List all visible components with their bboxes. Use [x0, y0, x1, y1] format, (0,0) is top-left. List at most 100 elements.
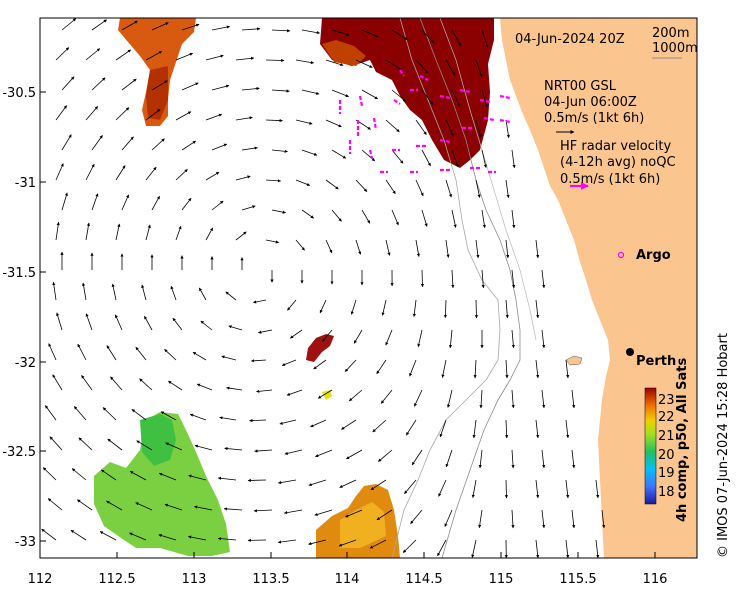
current-vector [405, 419, 417, 436]
current-vector [481, 89, 488, 108]
credit-label: © IMOS 07-Jun-2024 15:28 Hobart [716, 333, 731, 558]
current-vector [385, 59, 402, 71]
current-vector [535, 239, 540, 259]
current-vector [535, 419, 540, 439]
current-vector [61, 18, 77, 31]
current-vector [481, 209, 486, 229]
current-vector [481, 29, 489, 48]
isobath-1000m [391, 18, 501, 558]
current-vector [325, 179, 339, 190]
current-vector [121, 20, 138, 31]
hf-radar-vector [439, 94, 451, 100]
current-vector [325, 59, 344, 67]
current-vector [511, 149, 516, 169]
hf-radar-vector [399, 69, 405, 77]
current-vector [91, 77, 106, 91]
current-vector [115, 223, 121, 241]
x-tick-label: 113 [182, 572, 207, 587]
y-tick-label: -31.5 [2, 266, 36, 281]
current-vector [353, 329, 363, 344]
current-vector [295, 59, 315, 65]
current-vector [421, 149, 431, 167]
current-vector [511, 449, 515, 469]
current-vector [121, 78, 137, 91]
hf-radar-vector [393, 99, 401, 105]
current-vector [47, 498, 63, 511]
current-vector [325, 119, 342, 128]
current-vector [265, 179, 282, 183]
current-vector [55, 105, 68, 121]
current-vector [301, 209, 314, 219]
radar-subtitle: (4-12h avg) noQC [560, 155, 676, 170]
current-vector [52, 281, 57, 301]
current-vector [252, 299, 267, 304]
y-tick-label: -32 [15, 356, 36, 371]
current-vector [439, 419, 447, 438]
x-tick-label: 115 [489, 572, 514, 587]
current-vector [115, 314, 123, 331]
current-vector [344, 359, 357, 372]
current-vector [571, 509, 576, 529]
current-vector [205, 171, 220, 181]
current-vector [135, 346, 147, 361]
current-vector [121, 194, 129, 211]
current-vector [188, 474, 207, 481]
current-vector [277, 479, 297, 485]
current-vector [445, 59, 456, 76]
current-vector [61, 192, 68, 211]
current-vector [77, 343, 87, 361]
current-vector [370, 479, 387, 491]
current-vector [565, 539, 570, 558]
current-vector [61, 76, 75, 91]
plot-frame [39, 17, 698, 559]
current-vector [91, 135, 103, 151]
current-vector [313, 359, 327, 370]
hf-radar-vector [499, 94, 511, 100]
current-vector [265, 58, 285, 63]
current-vector [121, 136, 134, 151]
current-vector [82, 282, 87, 301]
current-vector [478, 449, 483, 469]
current-vector [565, 479, 570, 499]
current-vector [235, 175, 251, 181]
current-vector [193, 505, 213, 511]
y-tick-label: -30.5 [2, 86, 36, 101]
argo-label: Argo [636, 248, 671, 263]
current-vector [415, 59, 429, 74]
current-vector [44, 405, 57, 421]
current-vector [481, 149, 487, 168]
current-vector [168, 380, 183, 391]
current-vector [136, 440, 153, 451]
current-vector [541, 449, 546, 469]
y-axis: -30.5 -31 -31.5 -32 -32.5 -33 [2, 86, 46, 550]
current-vector [196, 383, 213, 391]
current-vector [115, 49, 132, 61]
current-vector [70, 529, 87, 541]
current-vector [479, 389, 483, 409]
current-vector [315, 449, 333, 458]
current-vector [345, 509, 363, 518]
current-vector [471, 479, 477, 499]
colorbar-tick: 22 [658, 410, 675, 425]
current-vector [421, 209, 428, 227]
current-vector [601, 509, 606, 529]
current-vector [91, 193, 99, 211]
current-vector [129, 471, 147, 481]
hf-radar-vector [479, 98, 491, 104]
colorbar-tick: 21 [658, 429, 675, 444]
current-vector [535, 479, 540, 499]
isobath-label-200m: 200m [652, 26, 689, 41]
x-tick-label: 114 [335, 572, 360, 587]
current-vector [175, 225, 182, 241]
current-vector [181, 140, 196, 151]
current-vector [355, 59, 373, 68]
current-vector [271, 89, 290, 93]
current-vector [445, 449, 453, 468]
current-vector [481, 269, 485, 289]
current-vector [99, 531, 117, 541]
current-vector [417, 329, 423, 348]
current-vector [172, 317, 183, 331]
current-vector [391, 89, 407, 102]
current-vector [421, 89, 434, 105]
current-vector [438, 479, 447, 497]
